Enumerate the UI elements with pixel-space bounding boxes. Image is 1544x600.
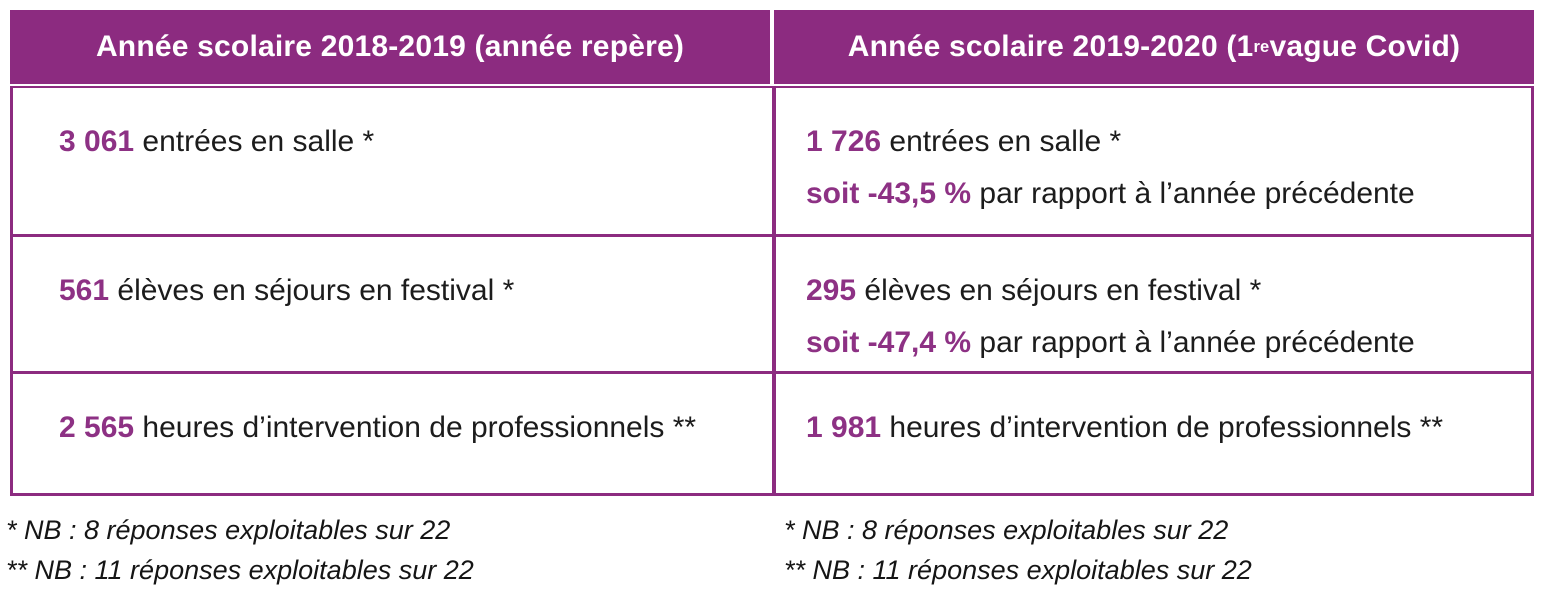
cell-2018-eleves-festival: 561 élèves en séjours en festival * [13,237,772,374]
stat-label: élèves en séjours en festival * [856,274,1262,307]
stat-value: 3 061 [59,125,135,158]
stat-label: heures d’intervention de professionnels … [134,411,697,444]
stat-value: 295 [806,274,857,307]
footnote-single-asterisk: * NB : 8 réponses exploitables sur 22 [784,515,1229,545]
stat-value: 561 [59,274,110,307]
delta-label: par rapport à l’année précédente [971,177,1415,210]
cell-2019-entrees-salle: 1 726 entrées en salle * soit -43,5 % pa… [772,88,1531,237]
stat-line: 1 981 heures d’intervention de professio… [806,402,1523,454]
stat-value: 1 726 [806,125,882,158]
column-header-2019-2020-suffix: vague Covid) [1269,30,1461,63]
stat-line: 561 élèves en séjours en festival * [59,265,764,317]
stat-label: entrées en salle * [881,125,1122,158]
cell-2019-heures-intervention: 1 981 heures d’intervention de professio… [772,374,1531,493]
cell-2018-heures-intervention: 2 565 heures d’intervention de professio… [13,374,772,493]
stat-line: 295 élèves en séjours en festival * [806,265,1523,317]
stat-label: entrées en salle * [134,125,375,158]
column-header-2018-2019: Année scolaire 2018-2019 (année repère) [10,10,770,84]
footnotes-right: * NB : 8 réponses exploitables sur 22 **… [774,510,1534,590]
table-header-row: Année scolaire 2018-2019 (année repère) … [10,10,1534,84]
delta-line: soit -47,4 % par rapport à l’année précé… [806,317,1523,369]
stat-label: élèves en séjours en festival * [109,274,515,307]
cell-2018-entrees-salle: 3 061 entrées en salle * [13,88,772,237]
stat-line: 1 726 entrées en salle * [806,116,1523,168]
footnotes-left: * NB : 8 réponses exploitables sur 22 **… [6,510,770,590]
comparison-table-body: 3 061 entrées en salle * 1 726 entrées e… [10,86,1534,496]
column-header-2019-2020-prefix: Année scolaire 2019-2020 (1 [847,30,1254,63]
footnote-double-asterisk: ** NB : 11 réponses exploitables sur 22 [784,555,1252,585]
footnote-single-asterisk: * NB : 8 réponses exploitables sur 22 [6,515,451,545]
stat-value: 1 981 [806,411,882,444]
cell-2019-eleves-festival: 295 élèves en séjours en festival * soit… [772,237,1531,374]
delta-value: soit -43,5 % [806,177,972,210]
delta-line: soit -43,5 % par rapport à l’année précé… [806,168,1523,220]
footnotes-row: * NB : 8 réponses exploitables sur 22 **… [6,510,1534,590]
delta-label: par rapport à l’année précédente [971,326,1415,359]
footnote-double-asterisk: ** NB : 11 réponses exploitables sur 22 [6,555,474,585]
stat-label: heures d’intervention de professionnels … [881,411,1444,444]
stat-line: 2 565 heures d’intervention de professio… [59,402,764,454]
column-header-2018-2019-label: Année scolaire 2018-2019 (année repère) [95,30,685,63]
delta-value: soit -47,4 % [806,326,972,359]
column-header-2019-2020: Année scolaire 2019-2020 (1 re vague Covi… [774,10,1534,84]
stat-value: 2 565 [59,411,135,444]
stat-line: 3 061 entrées en salle * [59,116,764,168]
